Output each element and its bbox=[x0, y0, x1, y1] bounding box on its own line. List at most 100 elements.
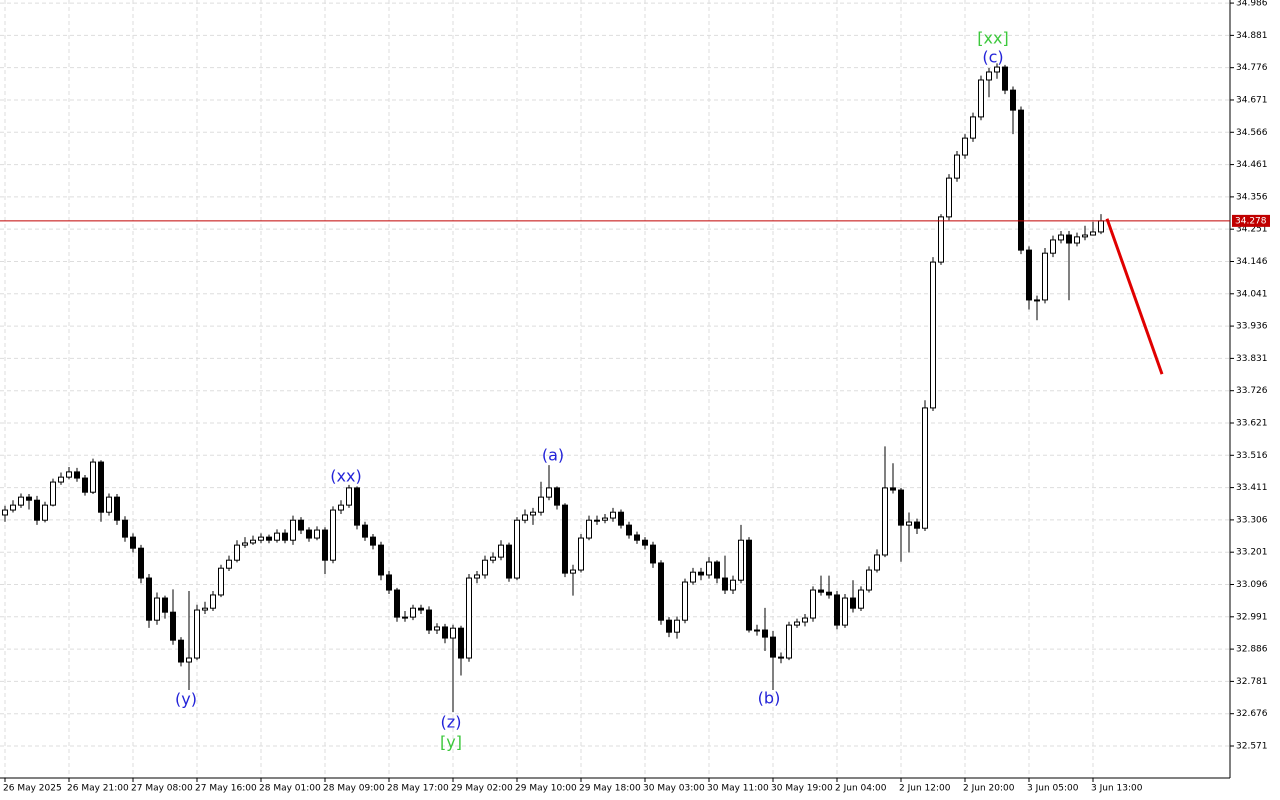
y-tick-label: 32.991 bbox=[1236, 612, 1268, 622]
candle bbox=[674, 616, 680, 639]
candle bbox=[514, 517, 520, 581]
candle-body bbox=[10, 504, 16, 511]
candle bbox=[1090, 221, 1096, 236]
candle-body bbox=[258, 536, 264, 541]
candle bbox=[82, 474, 88, 496]
candle-body bbox=[890, 487, 896, 491]
candle-body bbox=[298, 519, 304, 531]
candle bbox=[522, 509, 528, 524]
y-tick-label: 34.461 bbox=[1236, 160, 1268, 170]
candle bbox=[474, 570, 480, 584]
candle bbox=[906, 512, 912, 553]
candle-body bbox=[674, 619, 680, 633]
candle bbox=[874, 549, 880, 573]
candle-body bbox=[74, 471, 80, 479]
candle bbox=[666, 617, 672, 638]
candle bbox=[650, 541, 656, 568]
y-tick-label: 33.411 bbox=[1236, 483, 1268, 493]
y-tick-label: 34.251 bbox=[1236, 225, 1268, 235]
candle-body bbox=[530, 511, 536, 516]
candle-body bbox=[762, 629, 768, 638]
candle bbox=[858, 586, 864, 611]
candle-body bbox=[506, 544, 512, 579]
candle bbox=[658, 560, 664, 625]
candle-body bbox=[850, 597, 856, 609]
candle-body bbox=[114, 496, 120, 521]
candle bbox=[98, 460, 104, 522]
candle bbox=[922, 400, 928, 531]
candle bbox=[706, 557, 712, 579]
candle-body bbox=[986, 71, 992, 81]
y-tick-label: 32.886 bbox=[1236, 645, 1268, 655]
current-price-label: 34.278 bbox=[1235, 216, 1267, 226]
candle-body bbox=[354, 487, 360, 526]
candle bbox=[466, 574, 472, 662]
y-tick-label: 34.986 bbox=[1236, 0, 1268, 9]
candle bbox=[898, 487, 904, 562]
y-tick-label: 33.936 bbox=[1236, 322, 1268, 332]
candle-body bbox=[946, 177, 952, 218]
candle bbox=[810, 586, 816, 622]
candle bbox=[442, 623, 448, 644]
candle-body bbox=[794, 621, 800, 626]
candle-body bbox=[178, 639, 184, 663]
x-tick-label: 27 May 16:00 bbox=[195, 784, 257, 794]
candle bbox=[186, 590, 192, 691]
candle bbox=[826, 575, 832, 599]
y-tick-label: 34.041 bbox=[1236, 289, 1268, 299]
candle bbox=[154, 592, 160, 625]
candle bbox=[714, 560, 720, 584]
y-tick-label: 34.776 bbox=[1236, 63, 1268, 73]
candle bbox=[778, 652, 784, 664]
candle-body bbox=[162, 597, 168, 613]
candle-body bbox=[426, 609, 432, 631]
x-tick-label: 26 May 2025 bbox=[3, 784, 62, 794]
candle bbox=[482, 555, 488, 579]
candle-body bbox=[698, 571, 704, 576]
candle bbox=[1066, 231, 1072, 301]
candle bbox=[114, 494, 120, 525]
candle-body bbox=[130, 536, 136, 549]
candle-body bbox=[754, 629, 760, 632]
y-tick-label: 32.571 bbox=[1236, 742, 1268, 752]
candle bbox=[194, 604, 200, 661]
candle-body bbox=[962, 137, 968, 156]
candle-body bbox=[282, 532, 288, 541]
candle bbox=[146, 574, 152, 628]
candle-body bbox=[50, 481, 56, 506]
candle bbox=[426, 606, 432, 635]
candle bbox=[1026, 246, 1032, 310]
candle bbox=[642, 537, 648, 550]
candle-body bbox=[274, 532, 280, 541]
candle bbox=[434, 623, 440, 635]
candle-body bbox=[194, 609, 200, 659]
candle bbox=[306, 527, 312, 542]
candle bbox=[178, 637, 184, 667]
candle-body bbox=[1010, 89, 1016, 111]
candle-body bbox=[818, 589, 824, 593]
x-tick-label: 2 Jun 12:00 bbox=[899, 784, 951, 794]
candle-body bbox=[858, 589, 864, 609]
candle-body bbox=[914, 521, 920, 529]
candle bbox=[58, 472, 64, 485]
candle bbox=[794, 618, 800, 628]
x-tick-label: 2 Jun 20:00 bbox=[963, 784, 1015, 794]
candle-body bbox=[554, 487, 560, 506]
candle bbox=[722, 555, 728, 595]
candle bbox=[18, 493, 24, 508]
candle-body bbox=[690, 571, 696, 583]
candle-body bbox=[634, 534, 640, 541]
candle-body bbox=[170, 611, 176, 641]
candle bbox=[130, 533, 136, 553]
candle bbox=[986, 67, 992, 98]
candle-body bbox=[906, 521, 912, 526]
candle bbox=[450, 624, 456, 713]
candle-body bbox=[810, 589, 816, 619]
candle bbox=[170, 589, 176, 645]
candle-body bbox=[458, 627, 464, 659]
x-tick-label: 29 May 18:00 bbox=[579, 784, 641, 794]
candle-body bbox=[1082, 234, 1088, 238]
y-tick-label: 33.621 bbox=[1236, 418, 1268, 428]
candle-body bbox=[498, 544, 504, 558]
